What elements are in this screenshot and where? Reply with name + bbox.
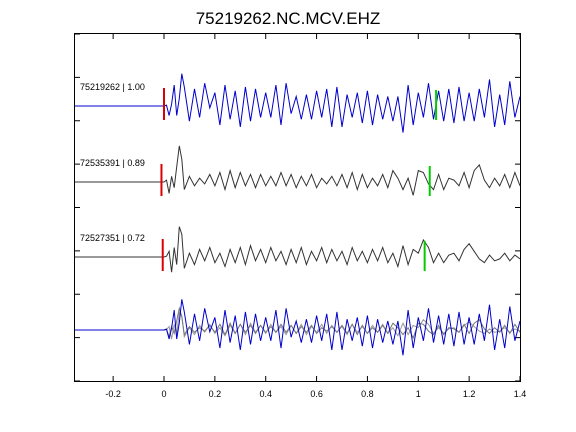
x-tick-label: 0.8 [361, 389, 374, 399]
trace-labels: 75219262 | 1.00 72535391 | 0.89 72527351 |… [80, 82, 145, 243]
x-tick-label: 0.4 [259, 389, 272, 399]
trace-label: 72535391 | 0.89 [80, 158, 145, 168]
x-tick-label: 1.4 [514, 389, 527, 399]
phase-picks [160, 88, 438, 271]
chart-title: 75219262.NC.MCV.EHZ [196, 9, 381, 28]
overlay-traces [75, 299, 521, 356]
x-tick-label: -0.2 [105, 389, 121, 399]
y-ticks [75, 33, 520, 382]
plot-frame [74, 33, 521, 382]
trace-label: 75219262 | 1.00 [80, 82, 145, 92]
overlay-trace-1 [75, 299, 521, 356]
traces [75, 73, 521, 273]
x-tick-label: 0.2 [209, 389, 222, 399]
trace-label: 72527351 | 0.72 [80, 233, 145, 243]
x-ticks: -0.2 0 0.2 0.4 0.6 0.8 1 1.2 1.4 [105, 34, 526, 399]
trace-3-waveform [75, 226, 521, 273]
trace-1-waveform [75, 73, 521, 133]
x-tick-label: 0.6 [310, 389, 323, 399]
trace-2-waveform [75, 145, 521, 196]
x-tick-label: 1 [416, 389, 421, 399]
x-tick-label: 0 [161, 389, 166, 399]
x-tick-label: 1.2 [463, 389, 476, 399]
